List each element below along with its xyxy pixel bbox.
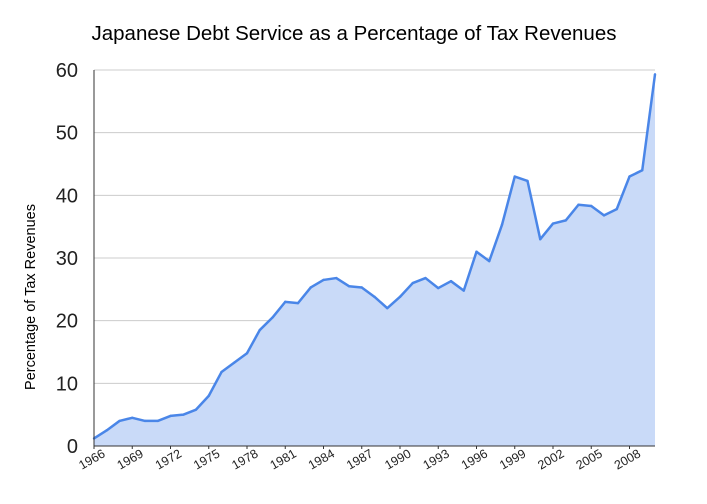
data-point [271, 316, 274, 319]
x-tick-label: 1978 [229, 446, 260, 472]
data-point [118, 419, 121, 423]
data-point [105, 429, 108, 432]
x-tick-label: 1996 [459, 446, 490, 472]
data-point [360, 286, 363, 289]
x-tick-label: 1969 [115, 446, 146, 472]
x-tick-label: 1984 [306, 446, 337, 472]
data-area [92, 73, 657, 447]
data-point [386, 306, 389, 310]
y-tick-label: 50 [56, 123, 78, 145]
data-point [182, 413, 185, 416]
y-tick-label: 60 [56, 60, 78, 82]
x-tick-label: 1972 [153, 446, 184, 472]
data-point [653, 73, 657, 76]
area-fill [94, 74, 655, 447]
data-point [577, 203, 580, 206]
y-tick-label: 30 [56, 248, 78, 270]
x-tick-label: 2002 [535, 446, 566, 472]
x-tick-label: 2008 [612, 446, 643, 472]
data-point [526, 179, 529, 183]
data-point [641, 169, 644, 172]
y-tick-label: 10 [56, 373, 78, 395]
data-point [551, 222, 555, 225]
data-point [207, 394, 210, 398]
data-point [233, 361, 236, 364]
data-point [220, 370, 223, 374]
data-point [156, 419, 159, 423]
data-point [615, 207, 618, 211]
x-tick-label: 1999 [497, 446, 528, 472]
x-tick-label: 1993 [421, 446, 452, 472]
data-point [398, 295, 402, 299]
data-point [347, 285, 351, 288]
data-point [500, 223, 504, 226]
data-point [143, 419, 147, 423]
data-point [513, 175, 516, 178]
data-point [245, 352, 249, 355]
x-axis-tick-labels: 1966 1969 1972 1975 1978 1981 1984 1987 1990 1993… [76, 446, 643, 472]
y-tick-label: 20 [56, 311, 78, 333]
data-point [424, 276, 427, 280]
x-tick-label: 1981 [268, 446, 299, 472]
y-tick-label: 40 [56, 185, 78, 207]
y-axis-tick-labels: 0 10 20 30 40 50 60 [56, 60, 78, 458]
y-axis-label: Percentage of Tax Revenues [23, 204, 39, 390]
x-tick-label: 1975 [191, 446, 222, 472]
data-point [602, 214, 606, 217]
data-point [475, 250, 478, 253]
x-tick-label: 1990 [382, 446, 413, 472]
data-point [539, 238, 542, 241]
data-point [131, 416, 134, 419]
y-tick-label: 0 [67, 436, 78, 458]
data-point [169, 414, 172, 418]
axes [93, 70, 655, 449]
data-point [488, 259, 491, 263]
x-tick-label: 2005 [574, 446, 605, 472]
data-point [322, 278, 325, 282]
data-point [258, 328, 261, 332]
data-point [373, 295, 376, 299]
data-point [335, 276, 338, 280]
data-point [590, 204, 593, 208]
data-point [564, 219, 567, 222]
data-point [194, 408, 198, 411]
data-point [437, 286, 440, 290]
data-point [296, 301, 300, 305]
data-point [449, 279, 453, 283]
data-point [309, 286, 312, 289]
x-tick-label: 1966 [76, 446, 107, 472]
data-point [411, 281, 414, 285]
data-point [462, 289, 465, 292]
data-point [628, 175, 631, 178]
x-tick-label: 1987 [344, 446, 375, 472]
data-point [284, 300, 287, 304]
chart-title: Japanese Debt Service as a Percentage of… [92, 22, 617, 45]
